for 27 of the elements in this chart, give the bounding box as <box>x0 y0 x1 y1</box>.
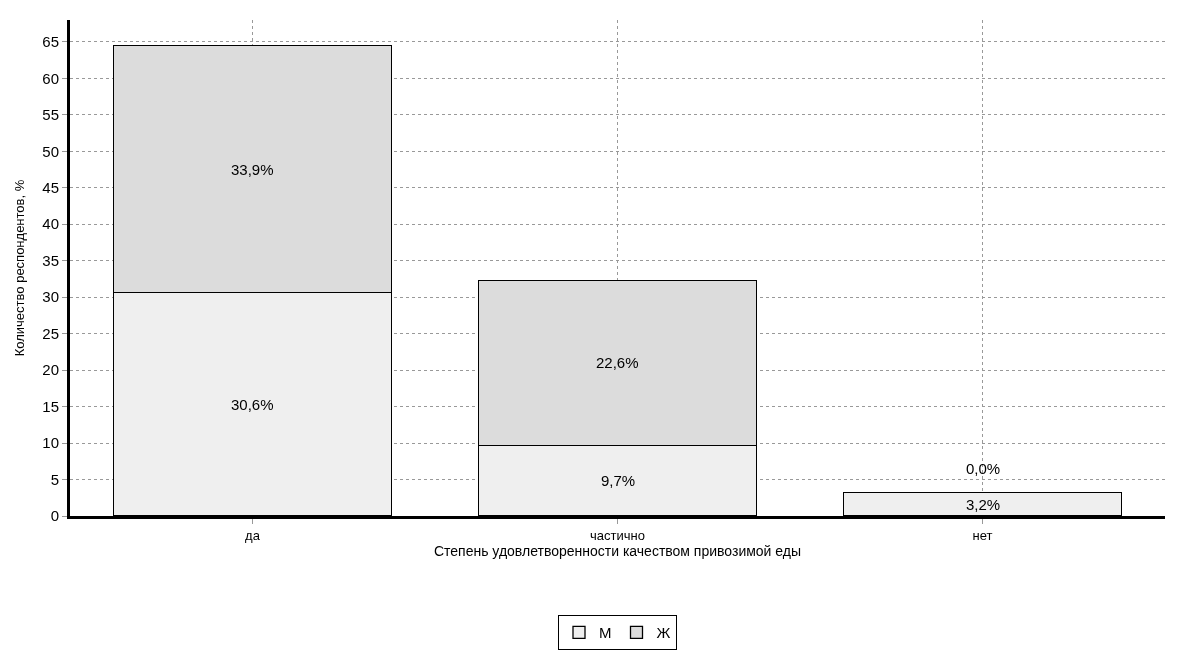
y-tick-label: 40 <box>42 215 59 233</box>
x-tick-label: нет <box>972 527 993 543</box>
y-tick-label: 10 <box>42 434 59 452</box>
data-label: 0,0% <box>966 460 1001 477</box>
y-tick-label: 55 <box>42 106 59 124</box>
y-tick-label: 35 <box>42 251 59 269</box>
legend-label: Ж <box>656 624 671 642</box>
y-tick-label: 25 <box>42 324 59 342</box>
y-tick-label: 5 <box>50 470 59 488</box>
y-tick-label: 65 <box>42 33 59 51</box>
y-tick-label: 15 <box>42 397 59 415</box>
y-tick-label: 50 <box>42 142 59 160</box>
data-label: 33,9% <box>231 161 274 178</box>
data-label: 9,7% <box>601 472 636 489</box>
y-tick-label: 0 <box>50 507 59 525</box>
y-tick-label: 20 <box>42 361 59 379</box>
data-label: 3,2% <box>966 496 1001 513</box>
legend-label: М <box>599 624 612 642</box>
y-tick-label: 60 <box>42 69 59 87</box>
x-tick-label: да <box>245 527 261 543</box>
y-axis-title: Количество респондентов, % <box>12 179 28 357</box>
y-tick-label: 30 <box>42 288 59 306</box>
y-tick-label: 45 <box>42 179 59 197</box>
data-label: 30,6% <box>231 396 274 413</box>
data-label: 22,6% <box>596 354 639 371</box>
x-tick-label: частично <box>590 527 645 543</box>
x-axis-title: Степень удовлетворенности качеством привозимой еды <box>433 542 802 559</box>
